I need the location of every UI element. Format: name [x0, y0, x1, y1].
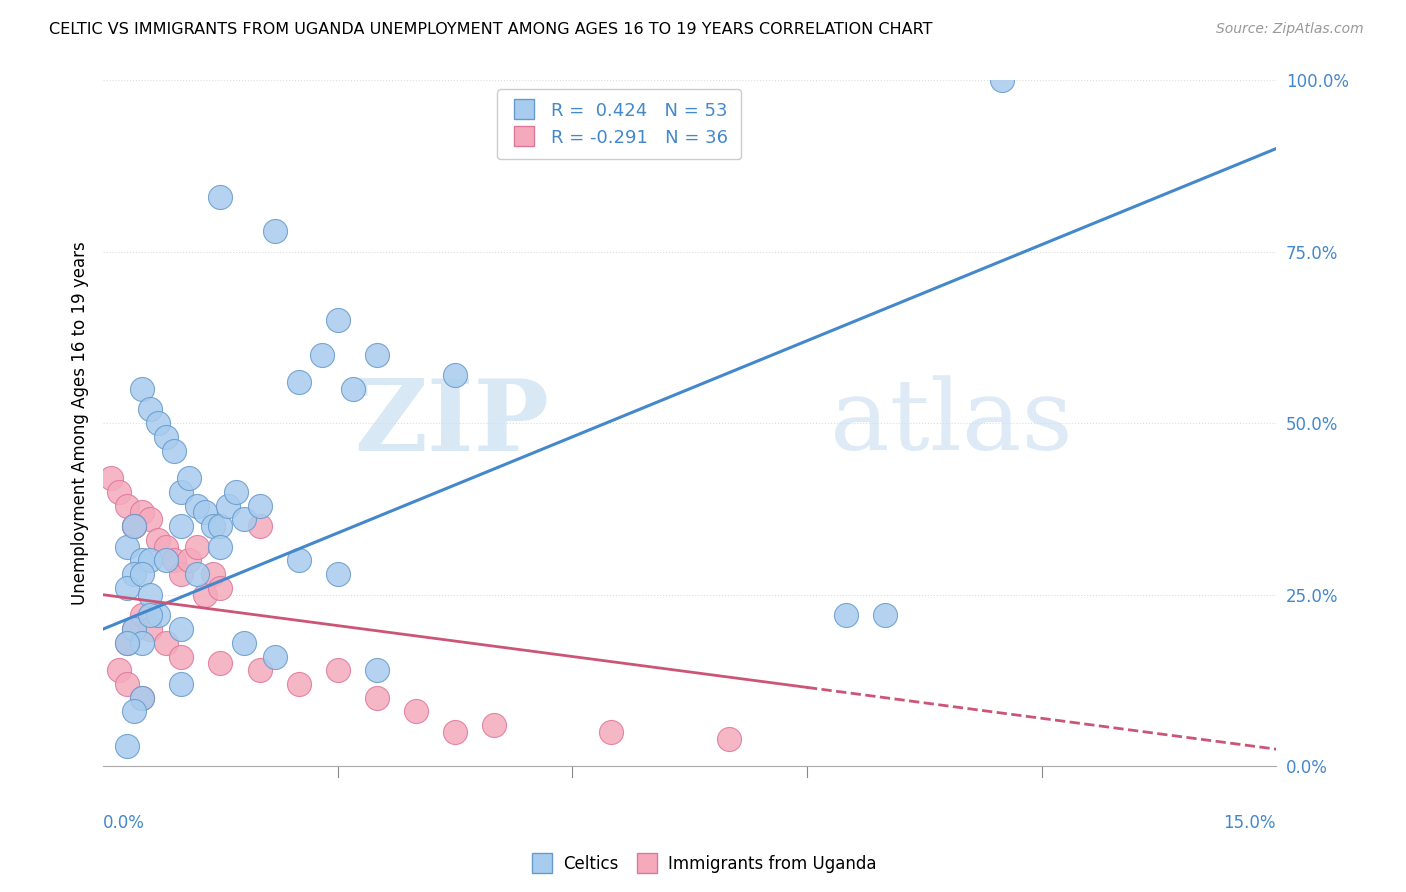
Point	[326, 663, 349, 677]
Point	[600, 725, 623, 739]
Point	[194, 588, 217, 602]
Point	[131, 636, 153, 650]
Point	[115, 499, 138, 513]
Text: 15.0%: 15.0%	[1223, 814, 1277, 832]
Point	[170, 649, 193, 664]
Point	[201, 567, 224, 582]
Point	[209, 581, 232, 595]
Point	[131, 608, 153, 623]
Point	[717, 731, 740, 746]
Point	[155, 553, 177, 567]
Point	[875, 608, 897, 623]
Point	[366, 663, 388, 677]
Point	[131, 567, 153, 582]
Point	[115, 677, 138, 691]
Point	[115, 540, 138, 554]
Point	[131, 505, 153, 519]
Text: Source: ZipAtlas.com: Source: ZipAtlas.com	[1216, 22, 1364, 37]
Point	[139, 512, 162, 526]
Point	[217, 499, 239, 513]
Text: CELTIC VS IMMIGRANTS FROM UGANDA UNEMPLOYMENT AMONG AGES 16 TO 19 YEARS CORRELAT: CELTIC VS IMMIGRANTS FROM UGANDA UNEMPLO…	[49, 22, 932, 37]
Point	[155, 540, 177, 554]
Point	[124, 622, 146, 636]
Point	[366, 690, 388, 705]
Point	[124, 519, 146, 533]
Point	[131, 690, 153, 705]
Point	[444, 368, 467, 383]
Point	[405, 705, 427, 719]
Text: 0.0%: 0.0%	[103, 814, 145, 832]
Point	[146, 608, 169, 623]
Point	[186, 567, 208, 582]
Point	[124, 567, 146, 582]
Point	[115, 739, 138, 753]
Point	[124, 705, 146, 719]
Point	[287, 677, 309, 691]
Point	[311, 347, 333, 361]
Point	[115, 636, 138, 650]
Point	[131, 553, 153, 567]
Point	[287, 553, 309, 567]
Point	[146, 416, 169, 430]
Point	[209, 519, 232, 533]
Point	[155, 636, 177, 650]
Point	[170, 519, 193, 533]
Point	[225, 484, 247, 499]
Point	[366, 347, 388, 361]
Point	[186, 540, 208, 554]
Point	[287, 375, 309, 389]
Point	[100, 471, 122, 485]
Point	[139, 588, 162, 602]
Point	[249, 519, 271, 533]
Point	[146, 533, 169, 547]
Point	[179, 471, 201, 485]
Point	[264, 224, 287, 238]
Legend: Celtics, Immigrants from Uganda: Celtics, Immigrants from Uganda	[523, 848, 883, 880]
Text: atlas: atlas	[831, 376, 1073, 471]
Point	[170, 484, 193, 499]
Point	[107, 484, 129, 499]
Point	[249, 499, 271, 513]
Point	[179, 553, 201, 567]
Point	[209, 657, 232, 671]
Point	[124, 622, 146, 636]
Point	[115, 581, 138, 595]
Point	[186, 499, 208, 513]
Point	[991, 73, 1014, 87]
Point	[194, 505, 217, 519]
Point	[835, 608, 858, 623]
Point	[444, 725, 467, 739]
Point	[155, 430, 177, 444]
Point	[115, 636, 138, 650]
Point	[131, 382, 153, 396]
Legend: R =  0.424   N = 53, R = -0.291   N = 36: R = 0.424 N = 53, R = -0.291 N = 36	[498, 89, 741, 160]
Point	[482, 718, 505, 732]
Point	[131, 690, 153, 705]
Point	[326, 313, 349, 327]
Point	[162, 553, 184, 567]
Point	[139, 608, 162, 623]
Text: ZIP: ZIP	[354, 375, 548, 472]
Point	[107, 663, 129, 677]
Point	[170, 567, 193, 582]
Point	[170, 677, 193, 691]
Point	[249, 663, 271, 677]
Point	[170, 622, 193, 636]
Point	[124, 519, 146, 533]
Point	[139, 553, 162, 567]
Point	[326, 567, 349, 582]
Point	[139, 622, 162, 636]
Point	[201, 519, 224, 533]
Point	[342, 382, 364, 396]
Point	[232, 636, 254, 650]
Point	[139, 402, 162, 417]
Point	[124, 519, 146, 533]
Point	[209, 189, 232, 203]
Point	[209, 540, 232, 554]
Point	[264, 649, 287, 664]
Y-axis label: Unemployment Among Ages 16 to 19 years: Unemployment Among Ages 16 to 19 years	[72, 241, 89, 605]
Point	[232, 512, 254, 526]
Point	[162, 443, 184, 458]
